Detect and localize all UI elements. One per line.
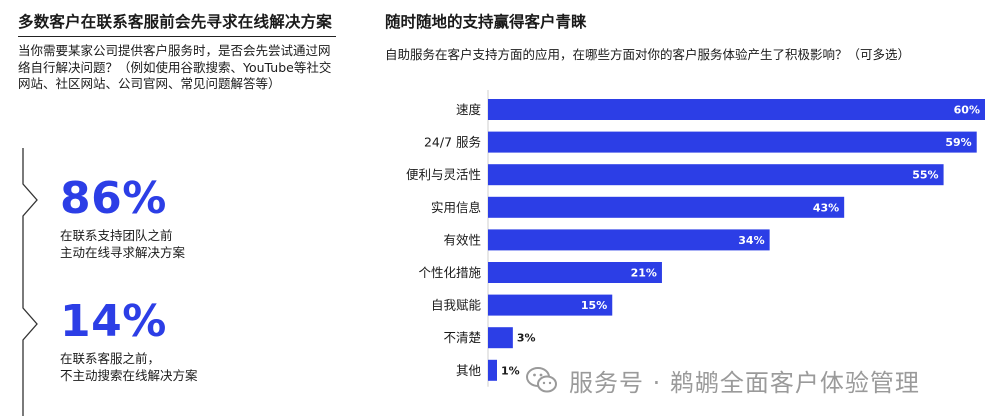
stat-description-line: 主动在线寻求解决方案	[60, 245, 186, 260]
category-label: 速度	[456, 102, 482, 117]
stat-86: 86% 在联系支持团队之前 主动在线寻求解决方案	[60, 175, 280, 261]
stat-value: 14%	[60, 296, 167, 347]
survey-question: 当你需要某家公司提供客户服务时，是否会先尝试通过网络自行解决问题？（例如使用谷歌…	[18, 43, 332, 91]
bar	[488, 294, 613, 316]
bar-value-label: 55%	[912, 169, 938, 182]
watermark-text: 服务号 · 鹈鹕全面客户体验管理	[569, 368, 920, 397]
bar	[488, 131, 977, 153]
bar-value-label: 43%	[813, 201, 839, 214]
bar-value-label: 15%	[581, 299, 607, 312]
bar	[488, 99, 985, 120]
stat-14: 14% 在联系客服之前， 不主动搜索在线解决方案	[60, 298, 280, 384]
category-label: 24/7 服务	[424, 135, 481, 150]
bar-chart: 速度 60% 24/7 服务 59% 便利与灵活性 55% 实用信息 43% 有效性 34% 个性化…	[406, 90, 985, 387]
category-label: 自我赋能	[431, 298, 482, 313]
right-panel: 随时随地的支持赢得客户青睐 自助服务在客户支持方面的应用，在哪些方面对你的客户服…	[385, 0, 995, 420]
title-divider	[18, 36, 336, 37]
watermark: 服务号 · 鹈鹕全面客户体验管理	[525, 362, 920, 398]
stat-description: 在联系客服之前， 不主动搜索在线解决方案	[60, 350, 280, 384]
chart-subtitle: 自助服务在客户支持方面的应用，在哪些方面对你的客户服务体验产生了积极影响？（可多…	[385, 47, 911, 62]
bar-value-label: 21%	[631, 267, 657, 280]
stat-value: 86%	[60, 173, 167, 224]
category-label: 有效性	[443, 232, 481, 247]
bar	[488, 262, 662, 283]
bar-value-label: 59%	[945, 136, 971, 149]
category-label: 个性化措施	[418, 265, 481, 280]
stat-description-line: 在联系支持团队之前	[60, 228, 173, 243]
bar	[488, 164, 944, 186]
bar-value-label: 34%	[738, 234, 764, 247]
left-title: 多数客户在联系客服前会先寻求在线解决方案	[18, 13, 333, 31]
bar-value-label: 1%	[501, 364, 520, 377]
bar-value-label: 3%	[517, 332, 536, 345]
category-label: 便利与灵活性	[406, 167, 481, 182]
bar	[488, 196, 845, 218]
bar	[488, 229, 770, 251]
wechat-icon	[526, 367, 557, 393]
bar-value-label: 60%	[954, 104, 980, 117]
category-label: 实用信息	[431, 200, 481, 215]
category-label: 不清楚	[443, 330, 481, 345]
bar	[488, 359, 497, 381]
bar	[488, 327, 513, 349]
category-label: 其他	[456, 363, 482, 378]
stat-description: 在联系支持团队之前 主动在线寻求解决方案	[60, 227, 280, 261]
stat-description-line: 不主动搜索在线解决方案	[60, 368, 198, 383]
stat-description-line: 在联系客服之前，	[60, 351, 161, 366]
chart-title: 随时随地的支持赢得客户青睐	[385, 13, 587, 31]
timeline-line	[22, 148, 38, 416]
left-panel: 多数客户在联系客服前会先寻求在线解决方案 当你需要某家公司提供客户服务时，是否会…	[0, 0, 345, 420]
